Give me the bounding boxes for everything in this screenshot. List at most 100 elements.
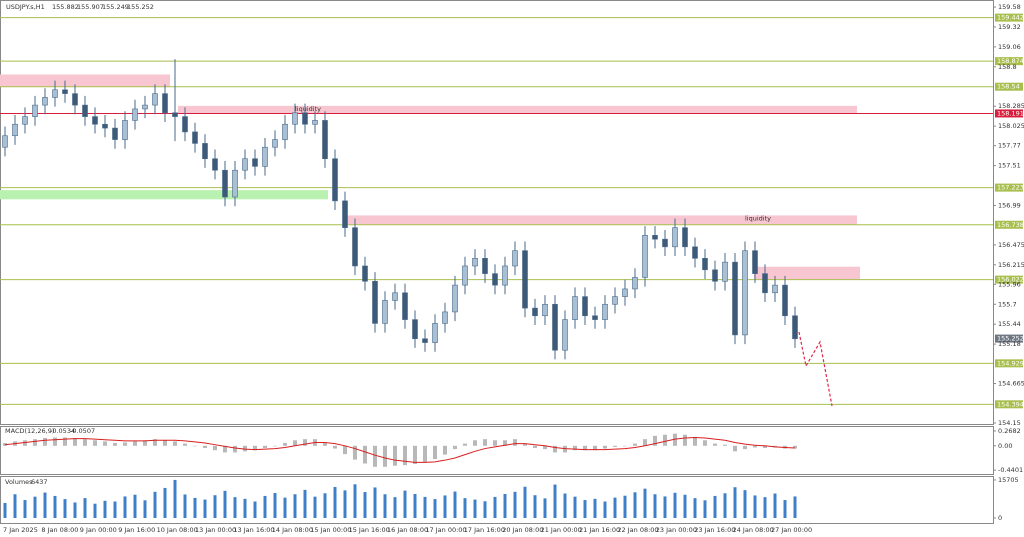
candle-body — [402, 292, 408, 320]
candle-body — [792, 315, 798, 340]
volume-bar — [203, 499, 207, 518]
zone — [345, 215, 857, 225]
macd-bar — [93, 440, 97, 446]
macd-bar — [243, 445, 247, 452]
level-label: 157.223 — [997, 184, 1024, 192]
volume-bar — [53, 495, 57, 518]
candle-body — [202, 143, 208, 160]
macd-bar — [723, 444, 727, 446]
y-tick-label: 159.32 — [998, 23, 1021, 31]
volume-bar — [213, 495, 217, 518]
volume-bar — [773, 493, 777, 518]
volume-bar — [3, 502, 7, 518]
candle-body — [662, 238, 668, 248]
volume-bar — [123, 496, 127, 518]
volume-bar — [483, 501, 487, 518]
level-tag — [995, 359, 1023, 368]
x-tick-label: 22 Jan 08:00 — [617, 526, 658, 534]
y-tick-label: 155.96 — [998, 280, 1021, 288]
macd-bar — [603, 445, 607, 449]
candle-body — [372, 280, 378, 324]
candle-body — [672, 227, 678, 248]
macd-bar — [523, 443, 527, 446]
y-tick-label: 156.215 — [998, 261, 1024, 269]
volume-bar — [583, 500, 587, 518]
volume-bar — [603, 501, 607, 518]
macd-bar — [273, 445, 277, 447]
macd-title: MACD(12,26,9) — [5, 427, 54, 435]
volume-bar — [563, 493, 567, 518]
candle-body — [502, 265, 508, 286]
volume-bar — [293, 494, 297, 518]
macd-bar — [233, 445, 237, 453]
candle-body — [72, 93, 78, 106]
candle-body — [712, 269, 718, 282]
level-label: 155.252 — [997, 335, 1024, 343]
level-tag — [995, 400, 1023, 409]
candle-body — [732, 261, 738, 336]
macd-tick-label: 0.2682 — [998, 427, 1021, 435]
macd-bar — [643, 439, 647, 446]
macd-bar — [123, 442, 127, 446]
candle-body — [42, 97, 48, 106]
y-tick-label: 158.285 — [998, 102, 1024, 110]
forecast-path — [798, 331, 833, 407]
macd-bar — [53, 437, 57, 446]
candle-body — [282, 123, 288, 140]
volume-bar — [163, 487, 167, 518]
macd-bar — [283, 443, 287, 446]
volume-bar — [443, 495, 447, 518]
macd-bar — [533, 445, 537, 449]
candle-body — [772, 284, 778, 294]
macd-bar — [503, 440, 507, 446]
level-tag — [995, 13, 1023, 22]
macd-bar — [663, 434, 667, 446]
volume-bar — [663, 496, 667, 518]
x-tick-label: 23 Jan 16:00 — [694, 526, 735, 534]
candle-body — [522, 250, 528, 309]
candle-body — [222, 169, 228, 198]
candle-body — [532, 307, 538, 317]
macd-bar — [433, 445, 437, 460]
volume-bar — [73, 502, 77, 518]
candle-body — [652, 235, 658, 240]
candle-body — [292, 112, 298, 125]
zone — [178, 105, 857, 114]
macd-bar — [293, 440, 297, 446]
candle-body — [762, 273, 768, 294]
volume-bar — [793, 496, 797, 518]
candle-body — [592, 315, 598, 320]
volume-bar — [523, 486, 527, 518]
volume-bar — [623, 495, 627, 518]
macd-bar — [423, 445, 427, 463]
x-tick-label: 24 Jan 08:00 — [733, 526, 774, 534]
x-tick-label: 21 Jan 16:00 — [579, 526, 620, 534]
x-tick-label: 15 Jan 16:00 — [349, 526, 390, 534]
header-value: 155.252 — [127, 3, 154, 11]
macd-bar — [443, 445, 447, 455]
macd-bar — [733, 445, 737, 452]
macd-bar — [553, 445, 557, 453]
candle-body — [462, 265, 468, 286]
macd-bar — [583, 445, 587, 451]
macd-bar — [373, 445, 377, 467]
volume-bar — [83, 498, 87, 518]
candle-body — [92, 116, 98, 125]
volume-bar — [633, 492, 637, 518]
header-value: 155.249 — [102, 3, 129, 11]
candle-body — [342, 200, 348, 228]
macd-bar — [673, 433, 677, 446]
macd-bar — [253, 445, 257, 451]
level-tag — [995, 109, 1023, 118]
candle-body — [432, 323, 438, 343]
candle-body — [682, 227, 688, 248]
macd-bar — [73, 438, 77, 446]
candle-body — [262, 146, 268, 167]
macd-bar — [683, 434, 687, 446]
macd-bar — [463, 443, 467, 446]
level-tag — [995, 82, 1023, 91]
level-label: 156.738 — [997, 221, 1024, 229]
volume-bar — [553, 484, 557, 518]
volume-bar — [613, 497, 617, 518]
candle-body — [252, 158, 258, 167]
